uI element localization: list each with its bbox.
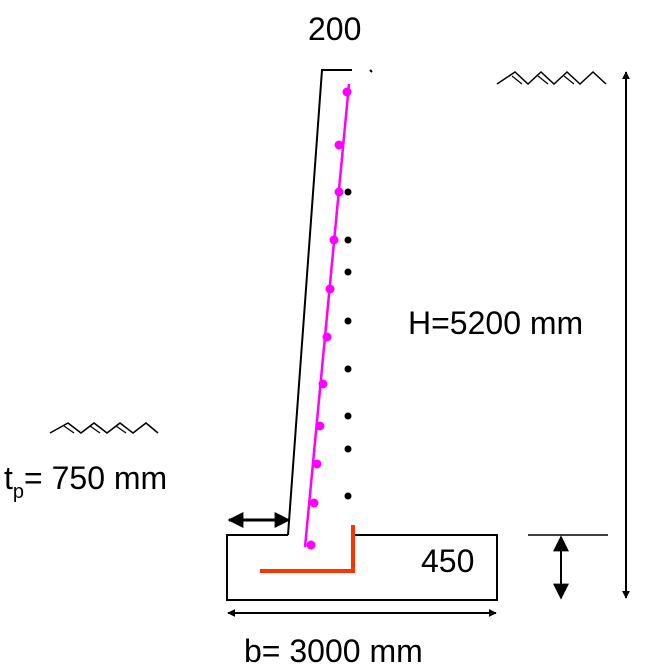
stem-outline xyxy=(287,69,352,536)
stem-reinforcement-bar xyxy=(303,83,351,548)
toe-label: tp= 750 mm xyxy=(4,460,167,503)
back-bar-dots xyxy=(344,188,352,500)
top-width-label: 200 xyxy=(308,11,361,47)
stem-back-face xyxy=(369,69,373,73)
base-width-label: b= 3000 mm xyxy=(244,633,423,667)
height-label: H=5200 mm xyxy=(408,305,583,341)
toe-label-subscript: p xyxy=(13,481,24,503)
base-thickness-label: 450 xyxy=(421,543,474,579)
ground-hatch-top xyxy=(496,70,607,86)
ground-hatch-front xyxy=(49,422,159,434)
base-reinforcement-bar xyxy=(260,525,355,573)
toe-label-prefix: t xyxy=(4,460,13,496)
base-slab xyxy=(226,534,498,601)
front-bar-dots xyxy=(306,87,352,550)
toe-label-value: = 750 mm xyxy=(24,460,167,496)
